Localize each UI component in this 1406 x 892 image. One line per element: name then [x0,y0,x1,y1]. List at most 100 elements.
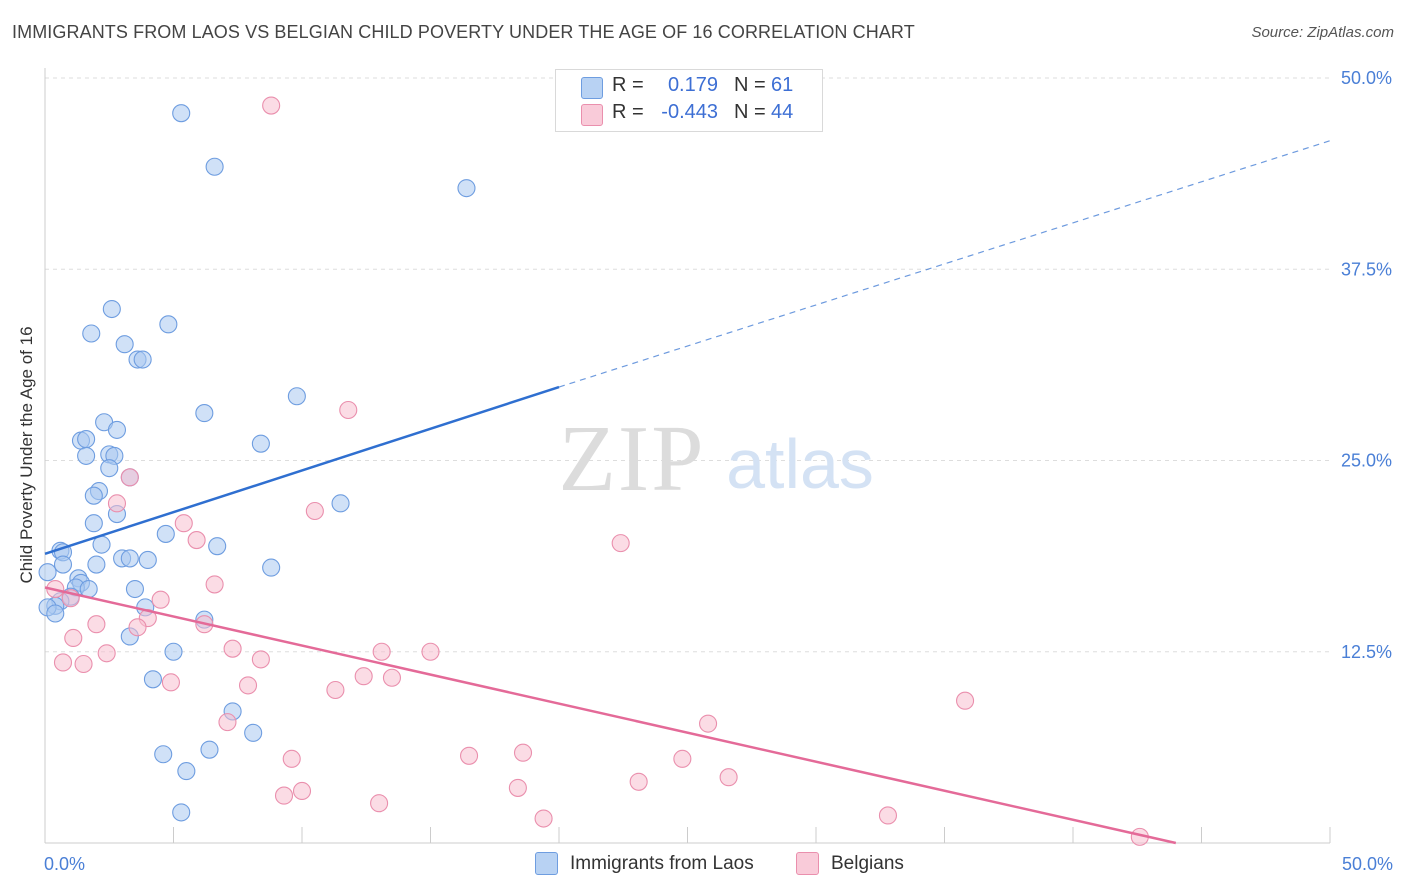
r-label: R = [612,74,644,96]
laos-point [77,430,96,449]
laos-point [331,494,350,513]
belgian-point [151,590,170,609]
belgian-point [878,806,898,825]
laos-point [115,335,134,354]
belgian-point [87,615,106,634]
belgians-legend-swatch [796,852,819,875]
belgian-point [107,494,127,513]
belgian-point [161,673,180,692]
legend-label-laos: Immigrants from Laos [570,852,754,874]
belgian-point [282,749,301,768]
laos-legend-swatch [535,852,558,875]
laos-point [159,315,178,334]
belgian-point [513,743,533,762]
laos-point [143,670,162,689]
y-tick-labels: 12.5% 25.0% 37.5% 50.0% [1341,68,1392,662]
y-tick-label: 25.0% [1341,451,1392,471]
laos-swatch [581,77,603,99]
belgian-point [326,680,345,700]
belgian-point [534,809,553,828]
grid-lines [45,77,1330,653]
watermark-zip: ZIP [559,407,706,511]
laos-point [154,745,173,764]
laos-point [172,803,191,822]
series-legend: Immigrants from Laos Belgians [0,852,1406,876]
legend-item-belgians[interactable]: Belgians [796,852,904,875]
laos-point [244,723,263,742]
n-label: N = [734,74,766,96]
laos-point [208,537,227,556]
laos-point [46,604,65,623]
legend-item-laos[interactable]: Immigrants from Laos [535,852,754,875]
belgian-point [274,786,294,805]
belgian-point [218,713,237,732]
x-tick-labels: 0.0% 50.0% [44,854,1393,874]
laos-point [133,350,152,369]
laos-point [200,740,219,759]
stats-row-laos: R = 0.179 N = 61 [556,74,822,100]
belgian-point [205,575,224,594]
belgian-point [64,628,83,648]
source-label: Source: ZipAtlas.com [1251,24,1394,41]
laos-point [156,524,175,543]
belgian-point [187,531,206,550]
belgian-point [120,468,139,487]
belgians-swatch [581,104,603,126]
belgian-point [53,653,73,672]
laos-point [195,404,214,423]
stats-row-belgians: R = -0.443 N = 44 [556,101,822,127]
belgian-point [611,534,630,553]
belgian-point [223,639,242,658]
watermark-atlas: atlas [726,425,874,503]
laos-point [82,324,101,343]
x-axis [44,68,1331,844]
belgian-point [339,400,358,420]
laos-point [457,179,476,198]
x-tick-label: 0.0% [44,854,85,874]
laos-trend-extension [558,140,1331,388]
laos-point [107,420,127,439]
belgian-point [174,514,193,533]
belgian-point [956,691,975,710]
n-value: 44 [771,101,794,123]
laos-point [164,642,183,661]
r-value: -0.443 [661,101,718,123]
laos-point [205,157,224,176]
belgian-point [508,778,527,797]
n-value: 61 [771,74,794,96]
stats-legend: R = 0.179 N = 61 R = -0.443 N = 44 [555,69,823,132]
belgian-point [354,667,373,686]
belgian-point [128,618,147,637]
laos-point [77,446,96,465]
laos-point [251,434,270,453]
belgian-trend-line [44,586,1177,845]
belgian-point [262,96,281,115]
trend-lines [44,140,1331,845]
belgian-point [251,650,270,669]
laos-point [120,549,139,568]
laos-point [53,555,73,574]
r-value: 0.179 [667,74,718,96]
belgian-point [372,642,391,661]
belgian-point [370,794,389,813]
belgian-point [292,781,312,801]
laos-point [125,579,144,599]
laos-point [172,104,191,123]
legend-label-belgians: Belgians [831,852,904,874]
belgian-point [305,501,324,521]
y-tick-label: 12.5% [1341,642,1392,662]
belgian-point [421,642,440,661]
laos-trend-line [44,385,560,556]
r-label: R = [612,101,644,123]
laos-point [138,550,157,570]
laos-point [287,387,306,406]
belgian-point [699,714,718,733]
points-layer [38,96,1149,846]
laos-point [84,486,103,505]
y-tick-label: 37.5% [1341,259,1392,279]
belgian-point [673,749,692,768]
y-tick-label: 50.0% [1341,68,1392,88]
belgian-point [238,676,258,695]
laos-point [177,762,196,781]
